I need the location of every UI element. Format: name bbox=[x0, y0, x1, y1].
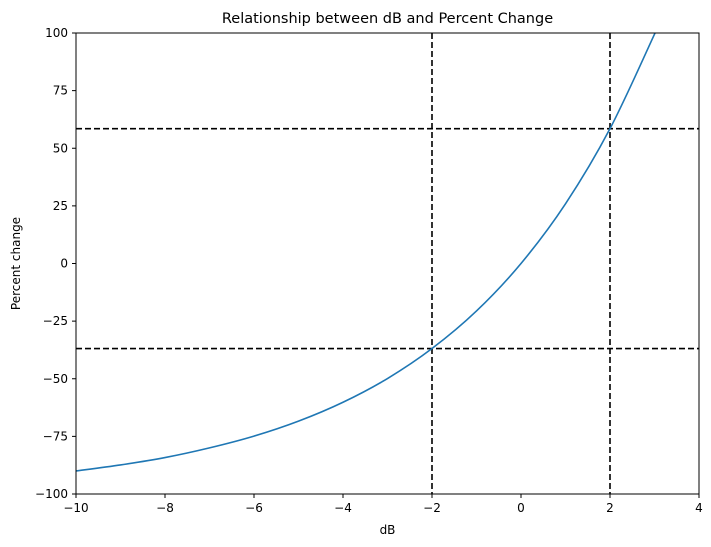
series-line bbox=[76, 33, 656, 472]
y-tick-label: −25 bbox=[43, 314, 68, 328]
y-tick-label: 100 bbox=[45, 26, 68, 40]
y-axis-title: Percent change bbox=[9, 217, 23, 310]
x-tick-label: −10 bbox=[63, 501, 88, 515]
y-tick-label: 0 bbox=[60, 257, 68, 271]
x-tick-label: 2 bbox=[606, 501, 614, 515]
y-tick-label: 50 bbox=[53, 141, 68, 155]
x-tick-label: 0 bbox=[517, 501, 525, 515]
y-tick-label: −100 bbox=[35, 487, 68, 501]
plot-frame bbox=[75, 32, 700, 495]
y-tick-label: −50 bbox=[43, 372, 68, 386]
x-axis: −10 −8 −6 −4 −2 0 2 4 bbox=[63, 494, 703, 515]
y-axis: −100 −75 −50 −25 0 25 50 75 100 bbox=[35, 26, 76, 501]
chart-title: Relationship between dB and Percent Chan… bbox=[222, 11, 553, 27]
x-tick-label: −4 bbox=[334, 501, 352, 515]
x-axis-title: dB bbox=[380, 523, 396, 537]
reference-lines bbox=[76, 33, 699, 494]
y-tick-label: 25 bbox=[53, 199, 68, 213]
series-layer bbox=[76, 33, 656, 472]
y-tick-label: 75 bbox=[53, 84, 68, 98]
y-tick-label: −75 bbox=[43, 429, 68, 443]
x-tick-label: 4 bbox=[695, 501, 703, 515]
x-tick-label: −2 bbox=[423, 501, 441, 515]
x-tick-label: −8 bbox=[156, 501, 174, 515]
x-tick-label: −6 bbox=[245, 501, 263, 515]
